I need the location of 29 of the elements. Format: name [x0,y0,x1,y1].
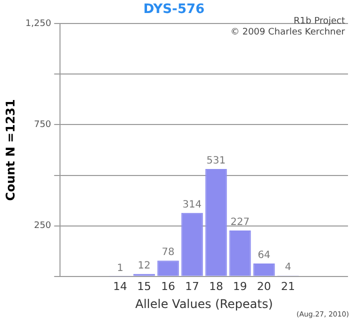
data-label: 314 [182,199,202,210]
x-tick-label: 15 [137,280,152,293]
data-label: 531 [206,156,226,167]
bar [205,169,227,276]
x-tick-label: 14 [113,280,128,293]
chart-title: DYS-576 [143,2,205,18]
bar [229,230,251,276]
y-tick-label: 1,250 [25,18,52,29]
bar [181,212,203,276]
x-axis-title: Allele Values (Repeats) [135,296,273,311]
annotation: © 2009 Charles Kerchner [230,27,346,38]
x-tick-label: 20 [257,280,272,293]
x-tick-label: 18 [209,280,224,293]
x-tick-label: 17 [185,280,200,293]
y-tick-label: 750 [34,120,52,130]
data-label: 227 [230,217,250,228]
bar [253,263,275,276]
x-tick-label: 21 [281,280,296,293]
data-label: 64 [258,250,270,262]
data-label: 12 [138,260,150,272]
y-tick-label: 250 [34,221,52,232]
data-label: 78 [162,247,174,258]
x-tick-label: 16 [161,280,176,293]
x-tick-label: 19 [233,280,248,293]
bar [157,260,179,276]
data-label: 4 [284,262,292,274]
annotation: R1b Project [294,16,346,26]
data-label: 1 [116,262,124,274]
y-axis-title: Count N =1231 [3,99,18,201]
